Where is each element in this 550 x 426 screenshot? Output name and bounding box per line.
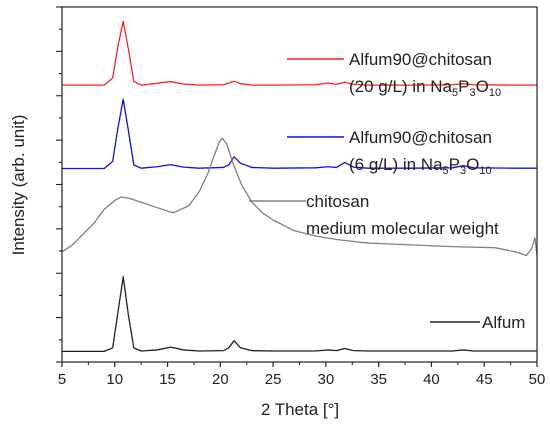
x-tick-label: 10 — [106, 371, 123, 388]
legend-label-line2-red: (20 g/L) in Na5P3O10 — [349, 77, 501, 99]
x-tick-label: 5 — [58, 371, 66, 388]
series-line-red — [62, 20, 537, 86]
x-tick-label: 40 — [423, 371, 440, 388]
legend-layer: Alfum90@chitosan (20 g/L) in Na5P3O10 Alfu… — [249, 50, 525, 332]
x-tick-label: 45 — [476, 371, 493, 388]
axes-layer: 5 10 15 20 25 30 35 40 45 50 — [56, 6, 546, 388]
legend-label-black: Alfum — [482, 313, 525, 332]
series-line-gray — [61, 137, 538, 257]
legend-label-red: Alfum90@chitosan — [349, 50, 492, 69]
x-tick-label: 30 — [318, 371, 335, 388]
x-tick-label: 25 — [265, 371, 282, 388]
series-line-blue — [62, 98, 537, 170]
x-axis-title: 2 Theta [°] — [261, 400, 339, 419]
x-tick-label: 50 — [529, 371, 546, 388]
legend-label-blue: Alfum90@chitosan — [349, 128, 492, 147]
x-tick-label: 20 — [212, 371, 229, 388]
legend-label-line2-gray: medium molecular weight — [306, 219, 499, 238]
series-layer — [61, 20, 538, 352]
x-tick-label: 35 — [370, 371, 387, 388]
series-line-black — [62, 276, 537, 352]
x-tick-label: 15 — [159, 371, 176, 388]
legend-label-gray: chitosan — [306, 192, 369, 211]
legend-label-line2-blue: (6 g/L) in Na5P3O10 — [349, 155, 492, 177]
y-axis-title: Intensity (arb. unit) — [9, 115, 28, 256]
